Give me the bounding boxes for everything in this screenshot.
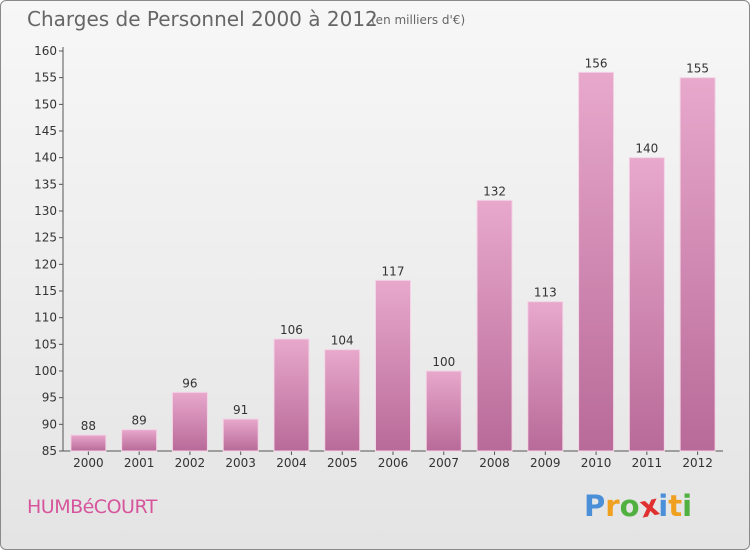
x-tick-label-2008: 2008 <box>479 456 510 470</box>
x-tick-label-2002: 2002 <box>175 456 206 470</box>
y-tick-label: 155 <box>34 71 57 85</box>
x-tick-label-2009: 2009 <box>530 456 561 470</box>
data-label-2011: 140 <box>635 142 658 156</box>
y-tick-label: 95 <box>42 391 57 405</box>
x-tick-label-2012: 2012 <box>682 456 713 470</box>
y-tick-label: 130 <box>34 204 57 218</box>
bar-2010 <box>578 71 615 452</box>
chart-subtitle: (en milliers d'€) <box>371 13 466 27</box>
y-tick-label: 135 <box>34 177 57 191</box>
data-label-2004: 106 <box>280 323 303 337</box>
y-tick-label: 90 <box>42 417 57 431</box>
bar-2003 <box>222 418 259 452</box>
bar-2007 <box>425 370 462 452</box>
logo-letter: i <box>682 489 693 523</box>
bar-2006 <box>375 279 411 452</box>
data-label-2007: 100 <box>432 355 455 369</box>
x-tick-label-2006: 2006 <box>378 456 409 470</box>
y-tick-label: 100 <box>34 364 57 378</box>
y-tick-label: 105 <box>34 337 57 351</box>
x-tick-label-2003: 2003 <box>225 456 256 470</box>
bar-2011 <box>628 157 665 452</box>
chart-title: Charges de Personnel 2000 à 2012 <box>27 7 378 31</box>
data-label-2006: 117 <box>382 264 405 278</box>
y-tick-label: 160 <box>34 44 57 58</box>
x-tick-label-2007: 2007 <box>428 456 459 470</box>
y-tick-label: 85 <box>42 444 57 458</box>
y-tick-label: 145 <box>34 124 57 138</box>
data-label-2008: 132 <box>483 184 506 198</box>
y-tick-label: 110 <box>34 311 57 325</box>
x-tick-label-2000: 2000 <box>73 456 104 470</box>
data-label-2001: 89 <box>132 414 147 428</box>
y-tick-label: 140 <box>34 151 57 165</box>
y-tick-label: 120 <box>34 257 57 271</box>
logo-letter: i <box>658 489 669 523</box>
x-tick-label-2004: 2004 <box>276 456 307 470</box>
bar-2008 <box>476 199 513 452</box>
bar-2002 <box>171 391 208 452</box>
bar-2012 <box>679 77 716 452</box>
logo-letter: r <box>605 489 620 523</box>
y-tick-label: 115 <box>34 284 57 298</box>
x-tick-label-2005: 2005 <box>327 456 358 470</box>
data-label-2009: 113 <box>534 286 557 300</box>
bar-2005 <box>324 349 361 452</box>
data-label-2002: 96 <box>182 376 197 390</box>
x-tick-label-2010: 2010 <box>581 456 612 470</box>
logo-letter: o <box>619 489 640 523</box>
bar-2001 <box>121 429 158 452</box>
logo-letter: P <box>584 489 606 523</box>
y-tick-label: 150 <box>34 97 57 111</box>
proxiti-logo: Proxiti <box>584 487 693 524</box>
bar-2004 <box>273 338 310 452</box>
data-label-2012: 155 <box>686 62 709 76</box>
x-tick-label-2011: 2011 <box>632 456 663 470</box>
data-label-2000: 88 <box>81 419 96 433</box>
commune-name: HUMBéCOURT <box>27 496 157 518</box>
bar-2000 <box>70 434 107 452</box>
x-tick-label-2001: 2001 <box>124 456 155 470</box>
logo-letter: t <box>668 489 683 523</box>
bar-2009 <box>527 301 564 452</box>
data-label-2010: 156 <box>585 56 608 70</box>
data-label-2003: 91 <box>233 403 248 417</box>
data-label-2005: 104 <box>331 334 354 348</box>
y-tick-label: 125 <box>34 231 57 245</box>
